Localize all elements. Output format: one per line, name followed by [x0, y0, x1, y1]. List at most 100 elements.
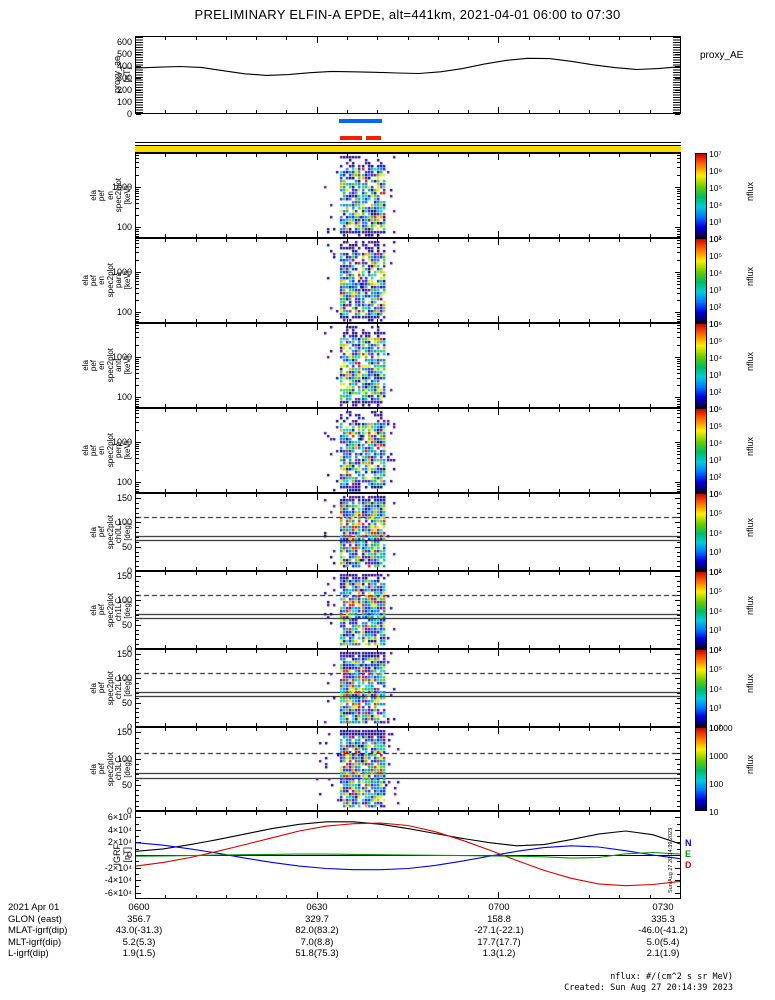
tick-mark	[135, 231, 136, 237]
tick-mark	[317, 812, 318, 818]
ytick-label: 50	[121, 620, 132, 630]
tick-mark	[165, 812, 166, 815]
igrf-legend-N: N	[685, 838, 692, 848]
tick-mark	[675, 817, 680, 818]
tick-mark	[136, 830, 141, 831]
tick-mark	[680, 239, 681, 245]
colorbar-tick-label: 10³	[709, 547, 722, 557]
tick-mark	[408, 812, 409, 815]
tick-mark	[675, 830, 680, 831]
ytick-label: 100	[116, 307, 132, 317]
ytick-label: 150	[116, 571, 132, 581]
colorbar-tick-label: 10	[709, 806, 719, 817]
spectrogram-canvas-en_spec_anti	[136, 324, 680, 407]
bottom-row-value: 17.7(17.7)	[477, 936, 521, 948]
colorbar-tick-label: 10⁶	[709, 566, 722, 577]
tick-mark	[675, 880, 680, 881]
igrf-legend-D: D	[685, 860, 692, 870]
tick-mark	[680, 231, 681, 237]
axis-minor-tick-strip-left	[136, 37, 143, 113]
spectrogram-canvas-pa_spec_ch3lc	[136, 728, 680, 810]
tick-mark	[680, 154, 681, 160]
tick-mark	[677, 861, 680, 862]
tick-mark	[498, 107, 499, 113]
ytick-label: -4×10⁴	[104, 875, 132, 885]
colorbar-tick-label: 10⁴	[709, 527, 723, 538]
colorbar-tick-label: 10³	[709, 703, 722, 713]
tick-mark	[347, 895, 348, 898]
tick-mark	[135, 494, 136, 500]
tick-mark	[680, 728, 681, 734]
ytick-label: 0	[126, 806, 132, 816]
tick-mark	[650, 110, 651, 113]
tick-mark	[136, 886, 139, 887]
tick-mark	[286, 895, 287, 898]
ytick-label: 600	[116, 37, 132, 47]
bottom-row-value: 0600	[128, 902, 150, 913]
colorbar-pa_spec_ch1lc	[695, 571, 707, 649]
colorbar-title: nflux	[745, 596, 755, 616]
tick-mark	[135, 239, 136, 245]
tick-mark	[619, 812, 620, 815]
bottom-row-value: 1.3(1.2)	[482, 948, 516, 959]
colorbar-tick-label: 10⁵	[709, 664, 722, 674]
ytick-label: 100	[116, 392, 132, 402]
tick-mark	[677, 836, 680, 837]
tick-mark	[438, 895, 439, 898]
tick-mark	[677, 886, 680, 887]
colorbar-tick-label: 10000	[709, 722, 733, 733]
tick-mark	[135, 720, 136, 726]
science-zone-bar-red-1	[365, 136, 382, 140]
panel-ylabel-pa_spec_ch3lc: ela pef spec2plot ch3LC [deg]	[82, 727, 132, 811]
tick-mark	[135, 154, 136, 160]
colorbar-tick-label: 10⁶	[709, 403, 722, 414]
ytick-label: 1000	[111, 267, 132, 277]
ytick-label: 2×10⁴	[107, 837, 132, 847]
tick-mark	[135, 316, 136, 322]
tick-mark	[136, 868, 141, 869]
series-proxy_AE	[135, 57, 681, 76]
bottom-row-label: MLT-igrf(dip)	[8, 936, 62, 948]
colorbar-en_spec_omni	[695, 153, 707, 238]
spectrogram-canvas-pa_spec_ch1lc	[136, 572, 680, 648]
panel-ylabel-pa_spec_ch1lc: ela pef spec2plot ch1LC [deg]	[82, 571, 132, 649]
colorbar-pa_spec_ch0lc	[695, 493, 707, 571]
tick-mark	[468, 110, 469, 113]
tick-mark	[196, 895, 197, 898]
ytick-label: 100	[116, 97, 132, 107]
colorbar-tick-label: 10⁵	[709, 182, 722, 193]
tick-mark	[619, 895, 620, 898]
tick-mark	[196, 812, 197, 815]
tick-mark	[680, 324, 681, 330]
bottom-row-value: 2.1(1.9)	[646, 948, 680, 959]
ytick-label: 100	[116, 477, 132, 487]
colorbar-tick-label: 10⁶	[709, 233, 722, 244]
tick-mark	[165, 895, 166, 898]
ytick-label: 200	[116, 85, 132, 95]
bottom-row-label: GLON (east)	[8, 913, 62, 925]
spectrogram-canvas-en_spec_perp	[136, 409, 680, 492]
colorbar-tick-label: 10⁴	[709, 605, 723, 616]
spectrogram-canvas-pa_spec_ch0lc	[136, 494, 680, 570]
ytick-label: 1000	[111, 437, 132, 447]
tick-mark	[408, 110, 409, 113]
bottom-row-value: 0700	[488, 902, 510, 913]
tick-mark	[529, 110, 530, 113]
bottom-row-label: 2021 Apr 01	[8, 902, 60, 913]
colorbar-tick-label: 10³	[709, 454, 722, 465]
tick-mark	[377, 812, 378, 815]
series-N	[135, 842, 681, 871]
colorbar-tick-label: 10⁴	[709, 199, 723, 210]
colorbar-tick-label: 10⁷	[709, 148, 722, 159]
bottom-row-value: 1.9(1.5)	[122, 948, 156, 959]
ytick-label: 100	[116, 595, 132, 605]
tick-mark	[589, 110, 590, 113]
tick-mark	[408, 895, 409, 898]
tick-mark	[226, 37, 227, 40]
tick-mark	[675, 114, 680, 115]
tick-mark	[317, 37, 318, 43]
tick-mark	[438, 110, 439, 113]
ytick-label: 0	[126, 109, 132, 119]
tick-mark	[136, 893, 141, 894]
